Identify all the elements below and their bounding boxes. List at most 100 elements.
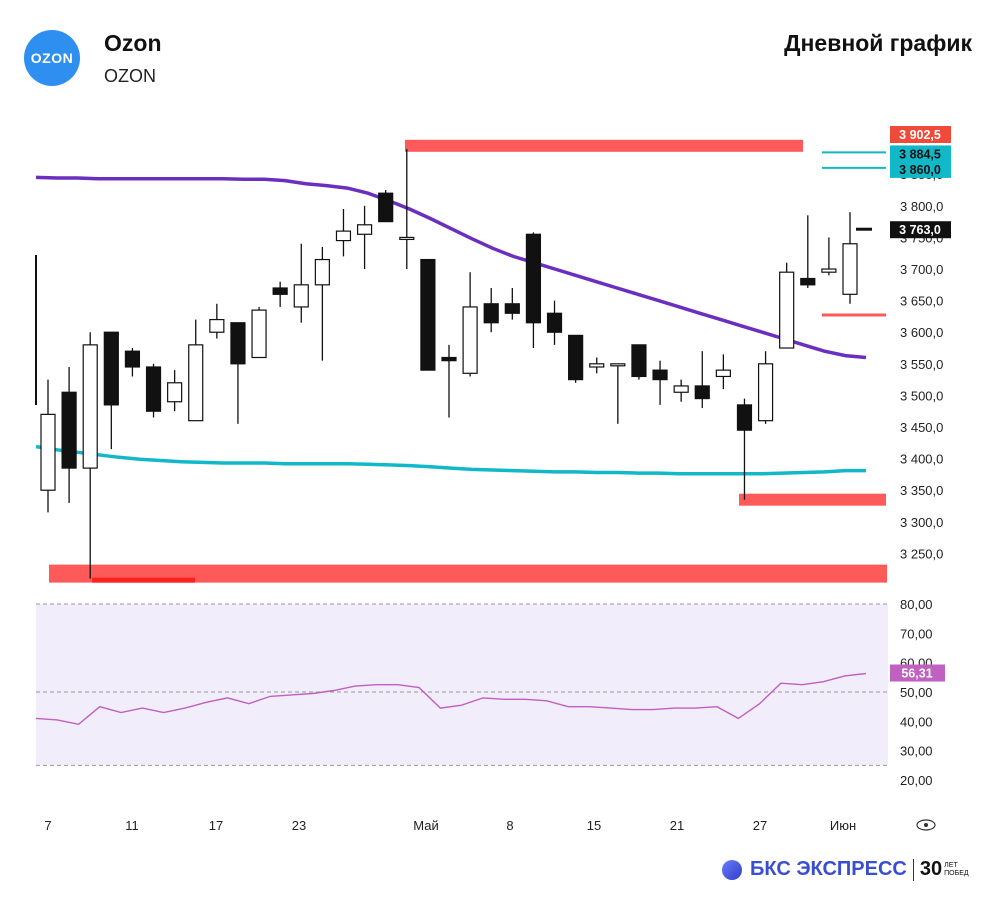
zones-layer <box>35 139 887 583</box>
rsi-band <box>36 604 888 766</box>
rsi-tick-label: 40,00 <box>900 714 933 729</box>
candle-down <box>103 331 119 406</box>
candle-down <box>800 277 816 286</box>
rsi-tick-label: 70,00 <box>900 626 933 641</box>
price-tick-label: 3 500,0 <box>900 388 943 403</box>
price-chart: 3 250,0 3 300,0 3 350,0 3 400,0 3 450,0 3 500… <box>35 126 951 833</box>
rsi-tick-label: 80,00 <box>900 597 933 612</box>
candle-down <box>124 350 141 368</box>
candle-up <box>673 385 689 393</box>
candle-up <box>167 382 183 403</box>
candle-up <box>209 318 225 333</box>
time-tick-label: 23 <box>292 818 306 833</box>
support-zone-marker <box>92 577 195 583</box>
bks-brand: БКС ЭКСПРЕСС 30 ЛЕТ ПОБЕД <box>722 858 969 881</box>
rsi-tick-label: 30,00 <box>900 744 933 759</box>
level-3860-label: 3 860,0 <box>899 163 941 177</box>
candle-down <box>483 303 499 324</box>
rsi-last-label-box <box>890 664 945 682</box>
ozon-logo: OZON <box>24 30 80 86</box>
candle-up <box>335 230 352 242</box>
candle-down <box>272 287 288 295</box>
candle-up <box>715 369 731 378</box>
time-tick-label: 21 <box>670 818 684 833</box>
candles-layer <box>40 148 872 579</box>
chart-kind-label: Дневной график <box>784 30 972 56</box>
time-tick-label: 8 <box>506 818 513 833</box>
candle-up <box>314 258 330 286</box>
candle-up <box>779 271 795 349</box>
candle-up <box>589 363 605 368</box>
price-tick-label: 3 800,0 <box>900 199 943 214</box>
page-title: Ozon <box>104 30 162 56</box>
candle-up <box>821 268 837 273</box>
sma-slow-line <box>35 444 866 476</box>
bks-logo-icon <box>722 859 742 880</box>
time-tick-label: Май <box>413 818 438 833</box>
candle-down <box>694 385 710 400</box>
candle-down <box>631 344 647 378</box>
last-price-label: 3 763,0 <box>899 223 941 237</box>
price-tick-label: 3 450,0 <box>900 420 943 435</box>
candle-up <box>188 344 204 422</box>
level-3884-label: 3 884,5 <box>899 147 941 161</box>
price-tick-label: 3 250,0 <box>900 546 943 561</box>
time-tick-label: 17 <box>209 818 223 833</box>
candle-up <box>842 243 858 295</box>
candle-down <box>441 356 457 362</box>
price-tick-label: 3 400,0 <box>900 452 943 467</box>
price-labels-layer: 3 902,5 3 884,5 3 860,0 3 763,0 <box>890 126 951 239</box>
candle-up <box>356 224 373 235</box>
moving-averages-layer <box>35 175 867 476</box>
candle-up <box>293 284 309 308</box>
resistance-zone <box>405 139 803 152</box>
price-tick-label: 3 300,0 <box>900 515 943 530</box>
rsi-tick-label: 20,00 <box>900 773 933 788</box>
candle-down <box>736 404 753 431</box>
candle-up <box>40 413 56 491</box>
price-tick-label: 3 700,0 <box>900 262 943 277</box>
ticker-label: OZON <box>104 66 156 86</box>
brand-slogan-2: ПОБЕД <box>944 869 969 877</box>
brand-slogan: ЛЕТ ПОБЕД <box>944 862 968 878</box>
rsi-tick-label: 50,00 <box>900 685 933 700</box>
brand-name: БКС ЭКСПРЕСС <box>750 858 907 880</box>
support-zone-bottom <box>49 564 887 583</box>
candle-down <box>61 391 77 469</box>
support-zone-mid <box>739 493 886 506</box>
candle-up <box>610 363 626 367</box>
brand-slogan-1: ЛЕТ <box>944 861 958 869</box>
brand-divider <box>912 858 914 881</box>
brand-thirty: 30 <box>919 858 943 880</box>
candle-down <box>504 303 520 314</box>
level-3902-label-box <box>890 126 951 143</box>
eye-icon[interactable] <box>916 819 936 831</box>
candle-up <box>462 306 478 374</box>
time-tick-label: 27 <box>753 818 767 833</box>
candle-up <box>757 363 774 422</box>
time-tick-label: 15 <box>587 818 601 833</box>
candle-up <box>251 309 267 359</box>
level-3884-label-box <box>890 145 951 163</box>
candle-down <box>546 312 563 333</box>
time-tick-label: 7 <box>44 818 51 833</box>
rsi-line <box>35 672 867 726</box>
candle-up <box>82 344 98 469</box>
candle-down <box>230 322 246 365</box>
level-3860-label-box <box>890 160 951 178</box>
rsi-last-label: 56,31 <box>901 667 932 681</box>
candle-down <box>525 233 542 324</box>
price-tick-label: 3 350,0 <box>900 483 943 498</box>
time-tick-label: Июн <box>830 818 856 833</box>
level-3902-label: 3 902,5 <box>899 128 941 142</box>
price-tick-label: 3 600,0 <box>900 325 943 340</box>
candle-down <box>145 366 162 412</box>
last-price-label-box <box>890 221 951 239</box>
candle-down <box>420 258 436 371</box>
price-tick-label: 3 650,0 <box>900 294 943 309</box>
time-axis: 7 11 17 23 Май 8 15 21 27 Июн <box>44 818 856 833</box>
time-tick-label: 11 <box>125 818 139 833</box>
candle-down <box>652 369 668 381</box>
sma-fast-line <box>35 175 867 360</box>
